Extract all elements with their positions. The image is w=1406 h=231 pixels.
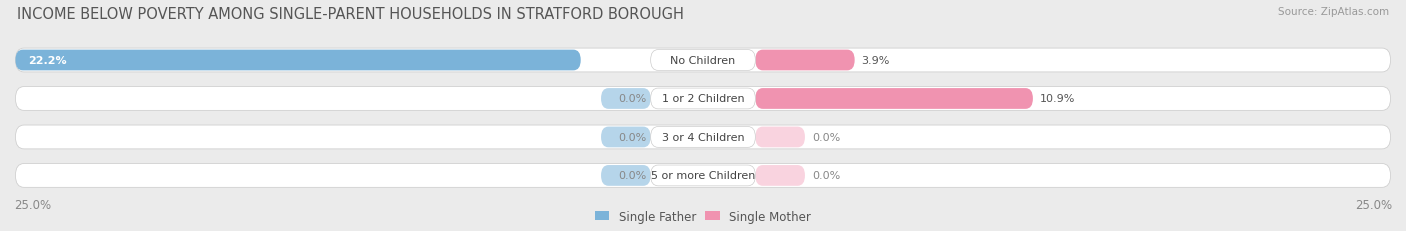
FancyBboxPatch shape: [651, 165, 755, 186]
Text: 1 or 2 Children: 1 or 2 Children: [662, 94, 744, 104]
FancyBboxPatch shape: [15, 87, 1391, 111]
FancyBboxPatch shape: [15, 164, 1391, 188]
Text: 25.0%: 25.0%: [14, 198, 51, 211]
Text: Source: ZipAtlas.com: Source: ZipAtlas.com: [1278, 7, 1389, 17]
Legend: Single Father, Single Mother: Single Father, Single Mother: [591, 205, 815, 227]
Text: 0.0%: 0.0%: [811, 132, 841, 142]
FancyBboxPatch shape: [755, 89, 1033, 109]
FancyBboxPatch shape: [600, 127, 651, 148]
FancyBboxPatch shape: [755, 50, 855, 71]
Text: INCOME BELOW POVERTY AMONG SINGLE-PARENT HOUSEHOLDS IN STRATFORD BOROUGH: INCOME BELOW POVERTY AMONG SINGLE-PARENT…: [17, 7, 683, 22]
FancyBboxPatch shape: [755, 165, 806, 186]
FancyBboxPatch shape: [651, 89, 755, 109]
FancyBboxPatch shape: [15, 125, 1391, 149]
Text: 3 or 4 Children: 3 or 4 Children: [662, 132, 744, 142]
Text: 0.0%: 0.0%: [619, 171, 647, 181]
FancyBboxPatch shape: [15, 50, 581, 71]
FancyBboxPatch shape: [755, 127, 806, 148]
FancyBboxPatch shape: [600, 165, 651, 186]
FancyBboxPatch shape: [651, 127, 755, 148]
Text: 10.9%: 10.9%: [1040, 94, 1076, 104]
FancyBboxPatch shape: [651, 50, 755, 71]
FancyBboxPatch shape: [600, 89, 651, 109]
Text: 3.9%: 3.9%: [862, 56, 890, 66]
FancyBboxPatch shape: [15, 49, 1391, 73]
Text: 25.0%: 25.0%: [1355, 198, 1392, 211]
Text: 0.0%: 0.0%: [619, 94, 647, 104]
Text: 0.0%: 0.0%: [619, 132, 647, 142]
Text: 5 or more Children: 5 or more Children: [651, 171, 755, 181]
Text: 22.2%: 22.2%: [28, 56, 66, 66]
Text: 0.0%: 0.0%: [811, 171, 841, 181]
Text: No Children: No Children: [671, 56, 735, 66]
